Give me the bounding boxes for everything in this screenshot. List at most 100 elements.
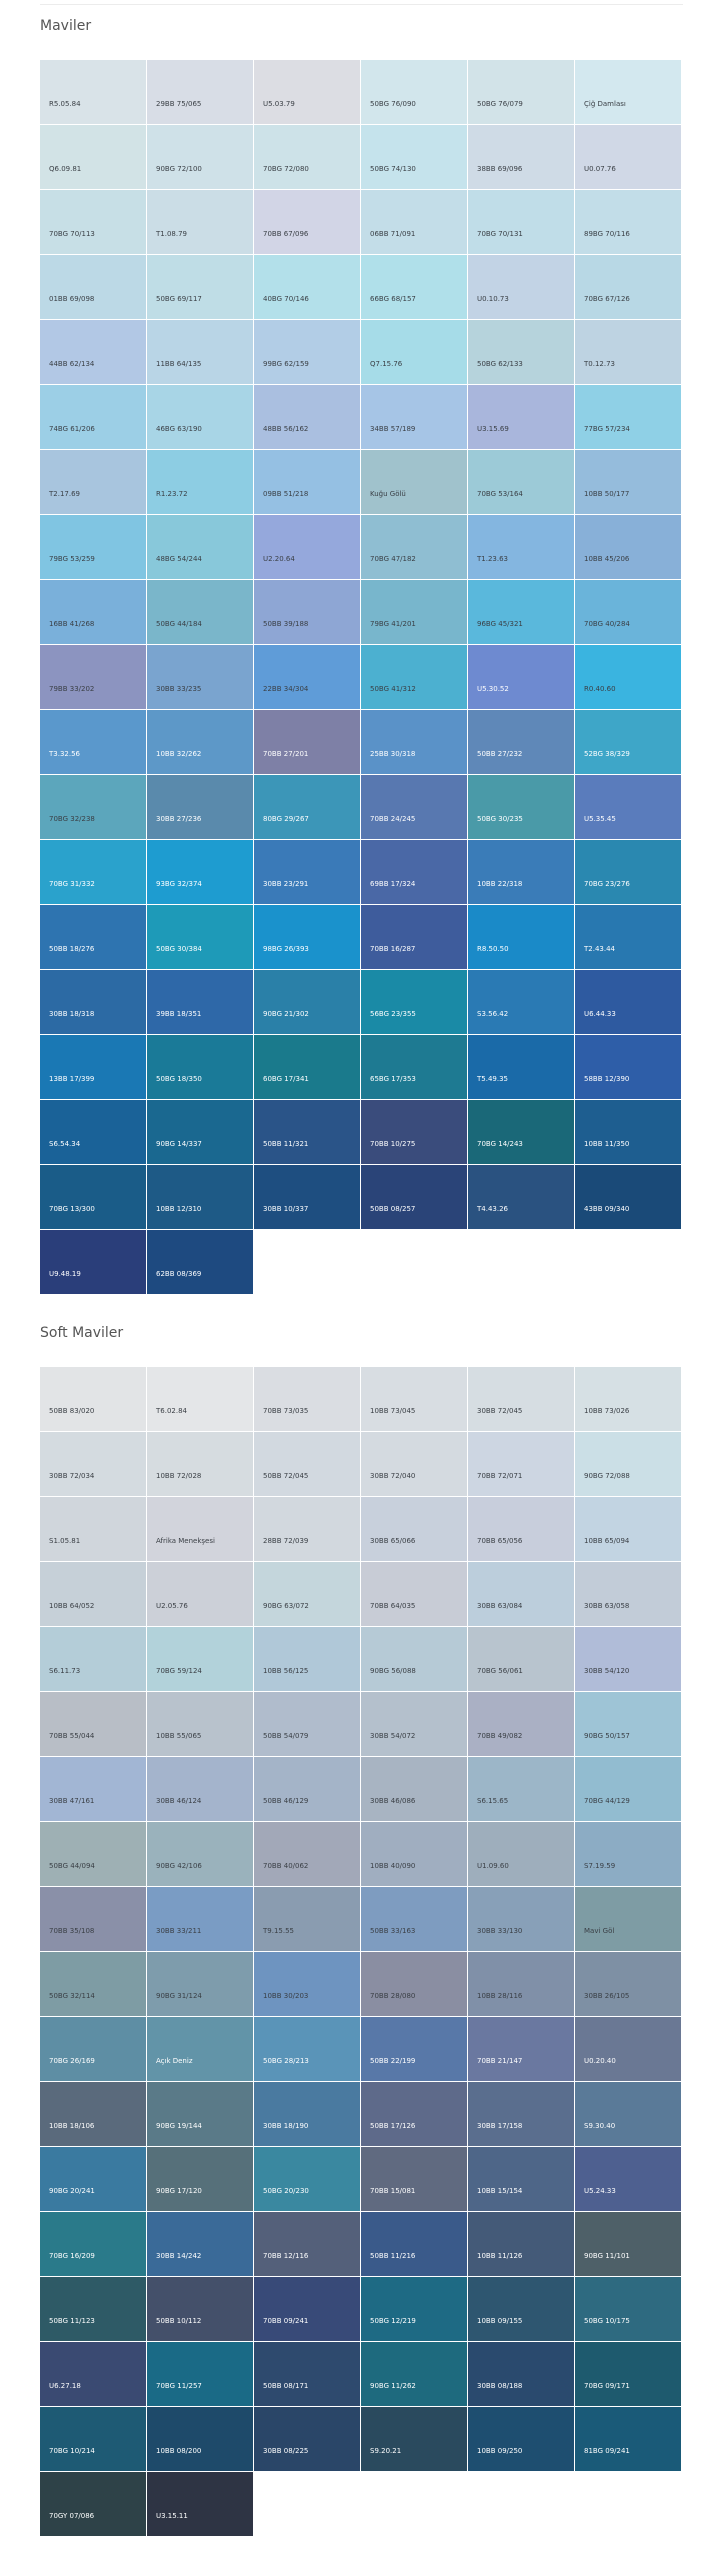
- swatch-code: 10BB 12/310: [156, 1205, 202, 1213]
- color-swatch: 70BG 14/243: [468, 1100, 574, 1164]
- color-swatch: 70BB 72/071: [468, 1432, 574, 1496]
- color-swatch: 40BG 70/146: [254, 255, 360, 319]
- swatch-code: 79BG 53/259: [49, 555, 95, 563]
- swatch-code: 50BG 44/184: [156, 620, 202, 628]
- color-swatch: U5.30.52: [468, 645, 574, 709]
- color-swatch: 10BB 22/318: [468, 840, 574, 904]
- swatch-code: 70BG 47/182: [370, 555, 416, 563]
- swatch-code: 70BB 15/081: [370, 2187, 416, 2195]
- swatch-code: 30BB 63/084: [477, 1602, 523, 1610]
- color-swatch: S9.20.21: [361, 2407, 467, 2471]
- swatch-code: 10BB 45/206: [584, 555, 630, 563]
- color-swatch: 13BB 17/399: [40, 1035, 146, 1099]
- color-swatch: R5.05.84: [40, 60, 146, 124]
- swatch-code: 90BG 19/144: [156, 2122, 202, 2130]
- color-swatch: U6.44.33: [575, 970, 681, 1034]
- color-swatch: 70BB 12/116: [254, 2212, 360, 2276]
- swatch-code: T9.15.55: [263, 1927, 294, 1935]
- swatch-code: 30BB 46/086: [370, 1797, 416, 1805]
- swatch-code: 98BG 26/393: [263, 945, 309, 953]
- swatch-code: 50BG 32/114: [49, 1992, 95, 2000]
- color-swatch: 50BB 54/079: [254, 1692, 360, 1756]
- color-swatch: Q6.09.81: [40, 125, 146, 189]
- swatch-code: 70BB 64/035: [370, 1602, 416, 1610]
- swatch-code: 30BB 63/058: [584, 1602, 630, 1610]
- color-swatch: Q7.15.76: [361, 320, 467, 384]
- swatch-code: 10BB 40/090: [370, 1862, 416, 1870]
- swatch-code: 50BB 08/171: [263, 2382, 309, 2390]
- color-swatch: 38BB 69/096: [468, 125, 574, 189]
- color-swatch: 01BB 69/098: [40, 255, 146, 319]
- swatch-code: 70BB 72/071: [477, 1472, 523, 1480]
- color-swatch: T4.43.26: [468, 1165, 574, 1229]
- swatch-code: 50BG 12/219: [370, 2317, 416, 2325]
- color-swatch: T6.02.84: [147, 1367, 253, 1431]
- color-swatch: 44BB 62/134: [40, 320, 146, 384]
- color-swatch: 99BG 62/159: [254, 320, 360, 384]
- swatch-code: 70BB 55/044: [49, 1732, 95, 1740]
- swatch-code: 90BG 11/101: [584, 2252, 630, 2260]
- swatch-code: 70BB 28/080: [370, 1992, 416, 2000]
- color-swatch: 50BG 11/123: [40, 2277, 146, 2341]
- swatch-code: 50BG 62/133: [477, 360, 523, 368]
- swatch-code: 30BB 18/190: [263, 2122, 309, 2130]
- color-swatch: 30BB 08/188: [468, 2342, 574, 2406]
- color-swatch: 70BG 13/300: [40, 1165, 146, 1229]
- swatch-code: 90BG 21/302: [263, 1010, 309, 1018]
- swatch-code: 10BB 65/094: [584, 1537, 630, 1545]
- swatch-code: U2.20.64: [263, 555, 295, 563]
- swatch-code: 50BB 22/199: [370, 2057, 416, 2065]
- color-swatch: U1.09.60: [468, 1822, 574, 1886]
- swatch-code: 30BB 23/291: [263, 880, 309, 888]
- swatch-code: 30BB 54/072: [370, 1732, 416, 1740]
- color-swatch: S6.11.73: [40, 1627, 146, 1691]
- color-swatch: 50BB 83/020: [40, 1367, 146, 1431]
- color-swatch: 79BB 33/202: [40, 645, 146, 709]
- swatch-code: 10BB 15/154: [477, 2187, 523, 2195]
- color-swatch: 50BB 10/112: [147, 2277, 253, 2341]
- swatch-code: 58BB 12/390: [584, 1075, 630, 1083]
- swatch-code: 28BB 72/039: [263, 1537, 309, 1545]
- swatch-code: 66BG 68/157: [370, 295, 416, 303]
- swatch-code: 70BG 23/276: [584, 880, 630, 888]
- swatch-code: 10BB 55/065: [156, 1732, 202, 1740]
- swatch-code: 81BG 09/241: [584, 2447, 630, 2455]
- color-swatch: 10BB 73/026: [575, 1367, 681, 1431]
- color-swatch: S1.05.81: [40, 1497, 146, 1561]
- color-swatch: 70BG 53/164: [468, 450, 574, 514]
- swatch-code: 30BB 65/066: [370, 1537, 416, 1545]
- swatch-code: U2.05.76: [156, 1602, 188, 1610]
- color-swatch: 10BB 32/262: [147, 710, 253, 774]
- color-swatch: U3.15.11: [147, 2472, 253, 2536]
- color-swatch: 70BB 35/108: [40, 1887, 146, 1951]
- swatch-code: U5.35.45: [584, 815, 616, 823]
- swatch-code: 50BB 83/020: [49, 1407, 95, 1415]
- swatch-code: U9.48.19: [49, 1270, 81, 1278]
- swatch-code: R0.40.60: [584, 685, 616, 693]
- color-swatch: U0.07.76: [575, 125, 681, 189]
- color-swatch: 10BB 18/106: [40, 2082, 146, 2146]
- swatch-code: 30BB 46/124: [156, 1797, 202, 1805]
- color-swatch: 30BB 08/225: [254, 2407, 360, 2471]
- swatch-code: 90BG 72/100: [156, 165, 202, 173]
- color-swatch: 11BB 64/135: [147, 320, 253, 384]
- swatch-code: 96BG 45/321: [477, 620, 523, 628]
- color-swatch: 90BG 72/088: [575, 1432, 681, 1496]
- color-swatch: 50BB 22/199: [361, 2017, 467, 2081]
- swatch-code: 10BB 11/350: [584, 1140, 630, 1148]
- color-swatch: 60BG 17/341: [254, 1035, 360, 1099]
- color-swatch: 10BB 40/090: [361, 1822, 467, 1886]
- swatch-code: U6.27.18: [49, 2382, 81, 2390]
- swatch-code: 70BB 40/062: [263, 1862, 309, 1870]
- color-swatch: 50BB 17/126: [361, 2082, 467, 2146]
- swatch-code: 70BG 13/300: [49, 1205, 95, 1213]
- color-swatch: U2.20.64: [254, 515, 360, 579]
- swatch-code: 50BG 76/090: [370, 100, 416, 108]
- swatch-code: 25BB 30/318: [370, 750, 416, 758]
- color-swatch: 70BG 40/284: [575, 580, 681, 644]
- swatch-code: 70BG 09/171: [584, 2382, 630, 2390]
- color-swatch: S6.54.34: [40, 1100, 146, 1164]
- color-swatch: 10BB 72/028: [147, 1432, 253, 1496]
- swatch-code: 50BB 72/045: [263, 1472, 309, 1480]
- swatch-code: T1.23.63: [477, 555, 508, 563]
